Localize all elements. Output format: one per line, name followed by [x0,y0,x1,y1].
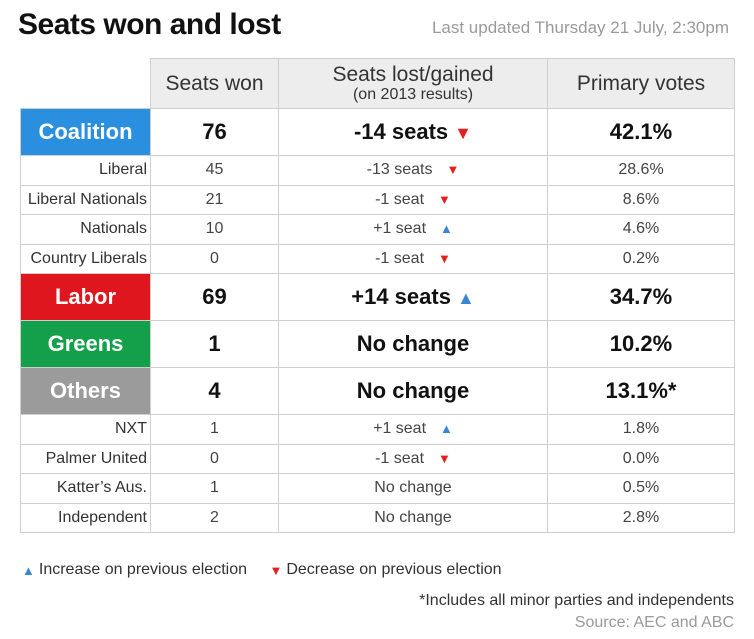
seats-change-cell: No change [278,367,548,415]
table-row: Nationals 10 +1 seat ▲ 4.6% [20,214,735,245]
seats-won-cell: 0 [150,243,279,274]
seats-change-text: No change [356,331,470,356]
page-title: Seats won and lost [18,8,281,41]
party-name-nxt: NXT [20,414,151,445]
increase-triangle-icon: ▲ [440,221,453,237]
header-seats-change-label: Seats lost/gained [332,62,494,86]
primary-votes-cell: 13.1%* [547,367,735,415]
seats-change-text: -13 seats [366,161,433,179]
primary-votes-cell: 8.6% [547,184,735,215]
table-body: Coalition 76 -14 seats ▼ 42.1% Liberal 45 -13 s… [20,108,735,533]
decrease-triangle-icon: ▼ [438,250,451,266]
seats-change-cell: -1 seat ▼ [278,184,548,215]
decrease-triangle-icon: ▼ [438,191,451,207]
primary-votes-cell: 0.0% [547,443,735,474]
table-row: Labor 69 +14 seats ▲ 34.7% [20,273,735,321]
table-row: NXT 1 +1 seat ▲ 1.8% [20,414,735,445]
table-row: Palmer United 0 -1 seat ▼ 0.0% [20,443,735,474]
party-name-coalition: Coalition [20,108,151,156]
primary-votes-cell: 2.8% [547,502,735,533]
header-seats-won: Seats won [150,58,279,109]
seats-change-text: -1 seat [375,449,425,467]
seats-change-cell: -13 seats ▼ [278,155,548,186]
header-blank-cell [20,58,151,109]
primary-votes-cell: 42.1% [547,108,735,156]
seats-change-text: No change [374,508,452,526]
seats-change-cell: +14 seats ▲ [278,273,548,321]
seats-change-cell: -14 seats ▼ [278,108,548,156]
increase-triangle-icon: ▲ [456,288,475,308]
header-seats-change-sublabel: (on 2013 results) [352,85,474,103]
seats-change-text: +1 seat [373,420,427,438]
source-credit: Source: AEC and ABC [574,614,734,631]
primary-votes-cell: 34.7% [547,273,735,321]
decrease-triangle-icon: ▼ [454,123,472,143]
table-row: Greens 1 No change 10.2% [20,320,735,368]
seats-change-cell: +1 seat ▲ [278,214,548,245]
primary-votes-cell: 10.2% [547,320,735,368]
decrease-triangle-icon: ▼ [269,562,283,578]
seats-won-cell: 10 [150,214,279,245]
seats-change-cell: -1 seat ▼ [278,243,548,274]
seats-won-cell: 1 [150,320,279,368]
legend: ▲ Increase on previous election ▼ Decrease… [22,561,502,579]
seats-change-text: No change [374,479,452,497]
seats-won-cell: 0 [150,443,279,474]
increase-triangle-icon: ▲ [440,421,453,437]
seats-change-text: +14 seats [351,284,451,309]
party-name-liberal-nationals: Liberal Nationals [20,184,151,215]
table-row: Liberal Nationals 21 -1 seat ▼ 8.6% [20,184,735,215]
table-header-row: Seats won Seats lost/gained (on 2013 res… [20,58,735,109]
primary-votes-cell: 4.6% [547,214,735,245]
footnote: *Includes all minor parties and independ… [419,592,734,609]
party-name-labor: Labor [20,273,151,321]
header-seats-change: Seats lost/gained (on 2013 results) [278,58,548,109]
seats-change-text: +1 seat [373,220,427,238]
seats-won-cell: 2 [150,502,279,533]
legend-increase-label: Increase on previous election [38,561,247,578]
table-row: Katter’s Aus. 1 No change 0.5% [20,473,735,504]
primary-votes-cell: 28.6% [547,155,735,186]
primary-votes-cell: 0.2% [547,243,735,274]
party-name-country-liberals: Country Liberals [20,243,151,274]
seats-won-cell: 4 [150,367,279,415]
seats-change-cell: No change [278,320,548,368]
seats-won-cell: 45 [150,155,279,186]
legend-decrease-label: Decrease on previous election [286,561,502,578]
last-updated-text: Last updated Thursday 21 July, 2:30pm [431,18,729,37]
decrease-triangle-icon: ▼ [446,162,460,178]
primary-votes-cell: 1.8% [547,414,735,445]
seats-change-cell: -1 seat ▼ [278,443,548,474]
table-row: Others 4 No change 13.1%* [20,367,735,415]
primary-votes-cell: 0.5% [547,473,735,504]
seats-won-cell: 1 [150,473,279,504]
party-name-liberal: Liberal [20,155,151,186]
seats-change-text: No change [356,378,470,403]
seats-change-text: -1 seat [375,190,425,208]
table-row: Liberal 45 -13 seats ▼ 28.6% [20,155,735,186]
party-name-independent: Independent [20,502,151,533]
party-name-others: Others [20,367,151,415]
party-name-nationals: Nationals [20,214,151,245]
seats-change-text: -14 seats [353,119,449,144]
seats-won-cell: 1 [150,414,279,445]
seats-won-cell: 69 [150,273,279,321]
seats-won-cell: 21 [150,184,279,215]
seats-change-text: -1 seat [375,249,425,267]
party-name-katter-s-aus: Katter’s Aus. [20,473,151,504]
table-row: Independent 2 No change 2.8% [20,502,735,533]
results-table: Seats won Seats lost/gained (on 2013 res… [20,58,735,533]
seats-won-cell: 76 [150,108,279,156]
decrease-triangle-icon: ▼ [438,450,451,466]
table-row: Coalition 76 -14 seats ▼ 42.1% [20,108,735,156]
header-primary-votes: Primary votes [547,58,735,109]
party-name-palmer-united: Palmer United [20,443,151,474]
seats-change-cell: +1 seat ▲ [278,414,548,445]
increase-triangle-icon: ▲ [22,562,35,578]
seats-change-cell: No change [278,502,548,533]
party-name-greens: Greens [20,320,151,368]
seats-change-cell: No change [278,473,548,504]
table-row: Country Liberals 0 -1 seat ▼ 0.2% [20,243,735,274]
